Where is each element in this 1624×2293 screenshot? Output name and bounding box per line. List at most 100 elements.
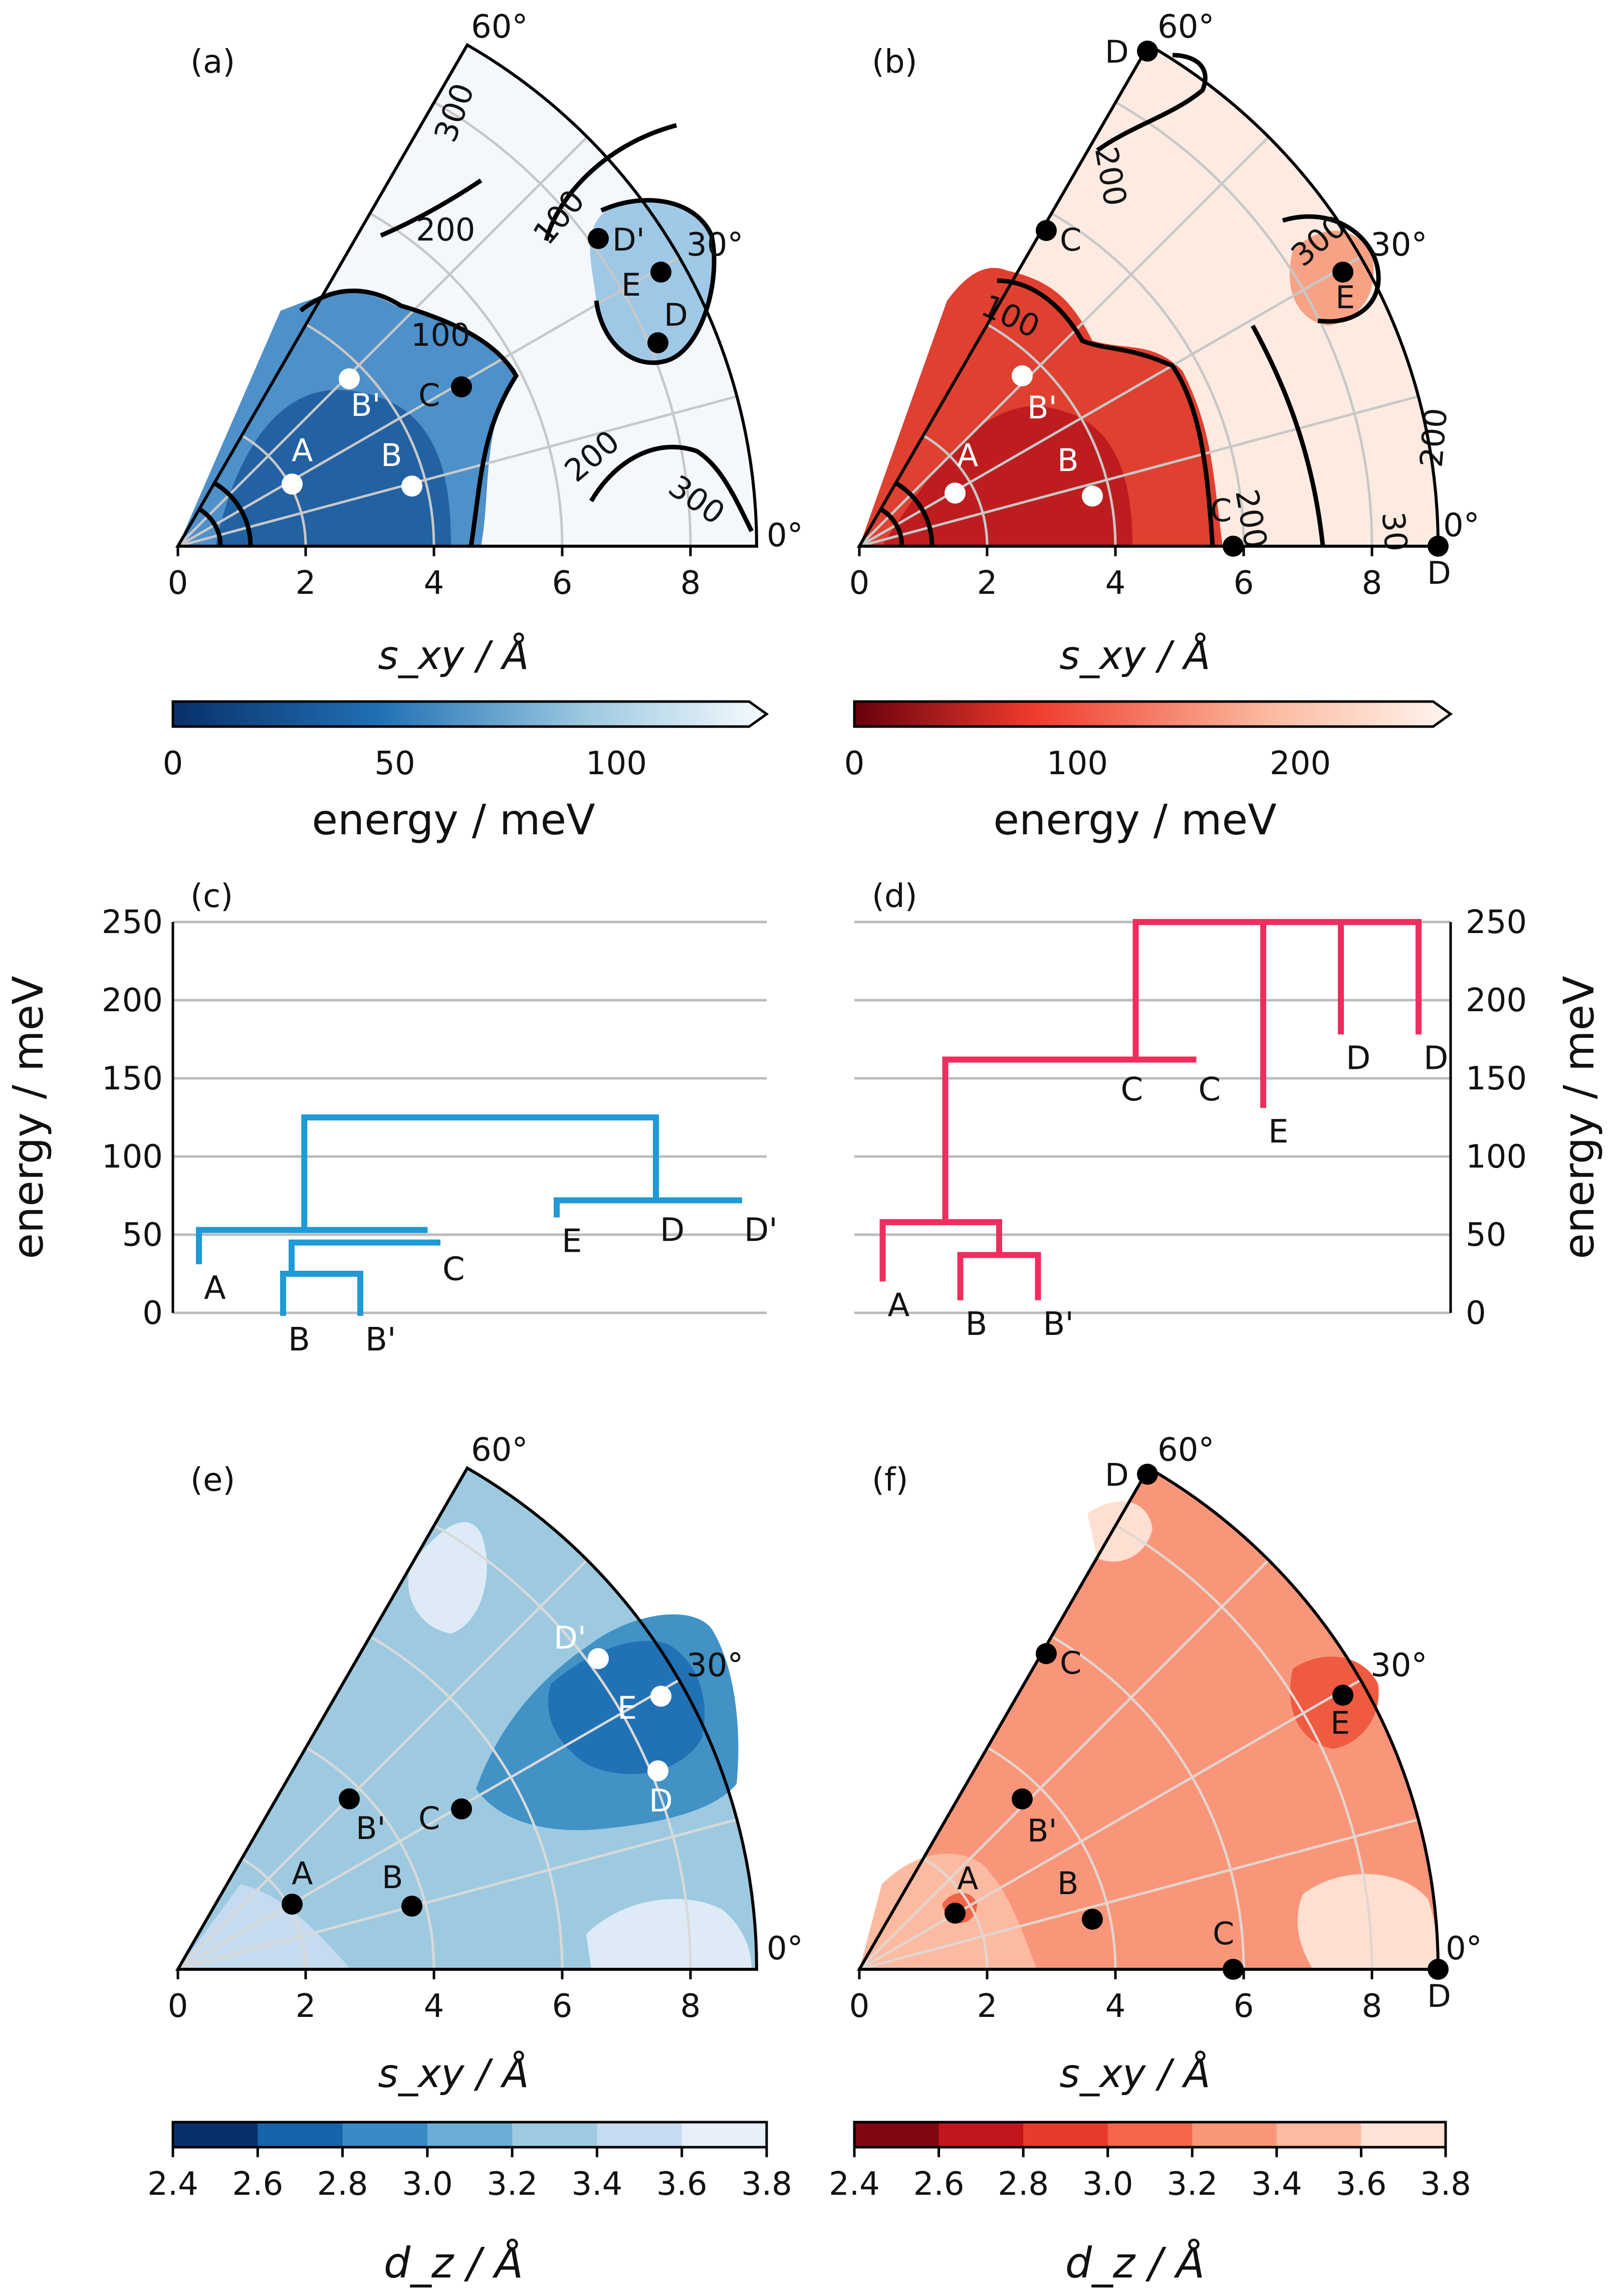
colorbar-a: 0 50 100 energy / meV: [163, 700, 769, 844]
point-A: [282, 1894, 303, 1915]
colorbar-tick: 3.4: [1251, 2166, 1302, 2203]
point-B-prime: [339, 368, 360, 389]
tree-d: [879, 919, 1422, 1300]
point-label: C: [1060, 221, 1081, 258]
data-points-b: A B B' C C D D E: [945, 34, 1451, 591]
x-axis-label-f: s_xy / Å: [1059, 2050, 1210, 2097]
colorbar-segment: [342, 2122, 428, 2147]
point-label: A: [292, 432, 313, 469]
colorbar-tick: 2.6: [913, 2166, 965, 2203]
point-E: [1332, 1685, 1353, 1706]
point-D-right: [1428, 1959, 1449, 1980]
angle-label: 30°: [1370, 1647, 1427, 1684]
point-label: A: [957, 437, 978, 474]
y-ticks-c: 0 50 100 150 200 250: [102, 904, 163, 1332]
x-tick-label: 0: [849, 565, 870, 602]
colorbar-label-e: d_z / Å: [384, 2238, 524, 2287]
colorbar-b: 0 100 200 energy / meV: [844, 700, 1453, 844]
colorbar-ticks-e: 2.4 2.6 2.8 3.0 3.2 3.4 3.6 3.8: [147, 2166, 792, 2203]
x-tick-label: 0: [168, 1988, 188, 2025]
colorbar-tick: 3.8: [741, 2166, 792, 2203]
panel-a: (a) 100 200 300 100 200: [163, 9, 803, 844]
x-tick-label: 6: [552, 1988, 573, 2025]
point-label: A: [292, 1855, 313, 1892]
colorbar-tick: 2.8: [998, 2166, 1049, 2203]
colorbar-ticks-f: 2.4 2.6 2.8 3.0 3.2 3.4 3.6 3.8: [829, 2166, 1471, 2203]
colorbar-label-f: d_z / Å: [1065, 2238, 1205, 2287]
y-tick-label: 50: [122, 1217, 163, 1254]
data-points-f: A B B' C C D D E: [945, 1457, 1451, 2014]
x-ticks-a: 0 2 4 6 8: [168, 546, 701, 602]
point-E: [650, 262, 671, 283]
point-label: B': [1027, 1812, 1057, 1849]
polar-wedge-f: [859, 1468, 1438, 1969]
point-label: E: [1330, 1705, 1350, 1741]
colorbar-tick: 2.4: [147, 2166, 198, 2203]
x-axis-label-b: s_xy / Å: [1059, 632, 1210, 678]
point-label: B': [356, 1810, 386, 1847]
colorbar-segment: [173, 2122, 259, 2147]
leaf-label: D': [744, 1212, 778, 1249]
point-B: [401, 1896, 422, 1917]
point-A: [945, 1903, 966, 1924]
colorbar-tick: 2.8: [317, 2166, 368, 2203]
colorbar-frame: [853, 2121, 1447, 2149]
panel-c: (c) 0 50 100 150 200 250 A B B' C E D D' energy / m…: [4, 878, 778, 1358]
data-points-a: A B B' C D D' E: [282, 221, 688, 497]
colorbar-tick: 0: [163, 745, 183, 782]
tree-branch: [280, 1271, 363, 1316]
angle-label: 0°: [1443, 507, 1480, 544]
colorbar-gradient-a: [171, 700, 769, 728]
angle-labels-a: 0° 30° 60°: [471, 9, 803, 554]
point-label: D: [1427, 1978, 1451, 2014]
point-label: C: [1213, 1915, 1234, 1952]
colorbar-tick: 0: [844, 745, 865, 782]
polar-frame-a: [175, 43, 759, 548]
x-tick-label: 2: [296, 1988, 316, 2025]
leaf-labels-c: A B B' C E D D': [204, 1212, 778, 1358]
angle-label: 60°: [471, 1432, 528, 1469]
point-D: [647, 332, 668, 353]
x-ticks-e: 0 2 4 6 8: [168, 1969, 701, 2025]
polar-frame-e: [175, 1466, 759, 1971]
contour-label: 200: [1413, 406, 1454, 469]
angle-label: 30°: [686, 1647, 743, 1684]
contours-b: [879, 53, 1381, 547]
gridlines-d: [854, 921, 1451, 1314]
tree-branch: [1132, 919, 1422, 1063]
tree-branch: [289, 1239, 440, 1277]
y-tick-label: 0: [142, 1295, 163, 1332]
x-tick-label: 8: [680, 565, 701, 602]
angle-label: 0°: [1446, 1930, 1482, 1967]
min-energy-core-b: [882, 406, 1132, 546]
colorbar-segment: [1192, 2122, 1277, 2147]
point-B-prime: [1012, 365, 1033, 386]
point-C-lower: [1223, 1959, 1244, 1980]
leaf-label: B': [365, 1321, 396, 1358]
leaf-labels-d: A B B' C C E D D: [888, 1040, 1449, 1342]
colorbar-tick: 3.8: [1420, 2166, 1471, 2203]
colorbar-segment: [427, 2122, 513, 2147]
gridlines-c: [173, 921, 767, 1314]
colorbar-e: [171, 2121, 768, 2157]
point-label: D: [1427, 555, 1451, 591]
point-B-prime: [339, 1788, 360, 1809]
point-label: D': [612, 221, 645, 258]
colorbar-tick: 3.4: [572, 2166, 623, 2203]
point-D-top: [1137, 41, 1158, 62]
point-label: D: [1105, 34, 1129, 70]
leaf-label: D: [660, 1212, 684, 1249]
leaf-label: A: [204, 1270, 226, 1307]
x-axis-label-a: s_xy / Å: [378, 632, 529, 678]
point-B: [1082, 1909, 1103, 1930]
point-label: E: [617, 1690, 637, 1726]
colorbar-segment: [1023, 2122, 1108, 2147]
point-label: D: [1105, 1457, 1129, 1493]
point-E: [1332, 262, 1353, 283]
tree-branch: [196, 1227, 428, 1265]
point-D-prime: [588, 228, 609, 249]
panel-label-b: (b): [872, 44, 917, 81]
x-tick-label: 2: [296, 565, 316, 602]
x-tick-label: 4: [424, 565, 444, 602]
point-C-lower: [1223, 536, 1244, 557]
